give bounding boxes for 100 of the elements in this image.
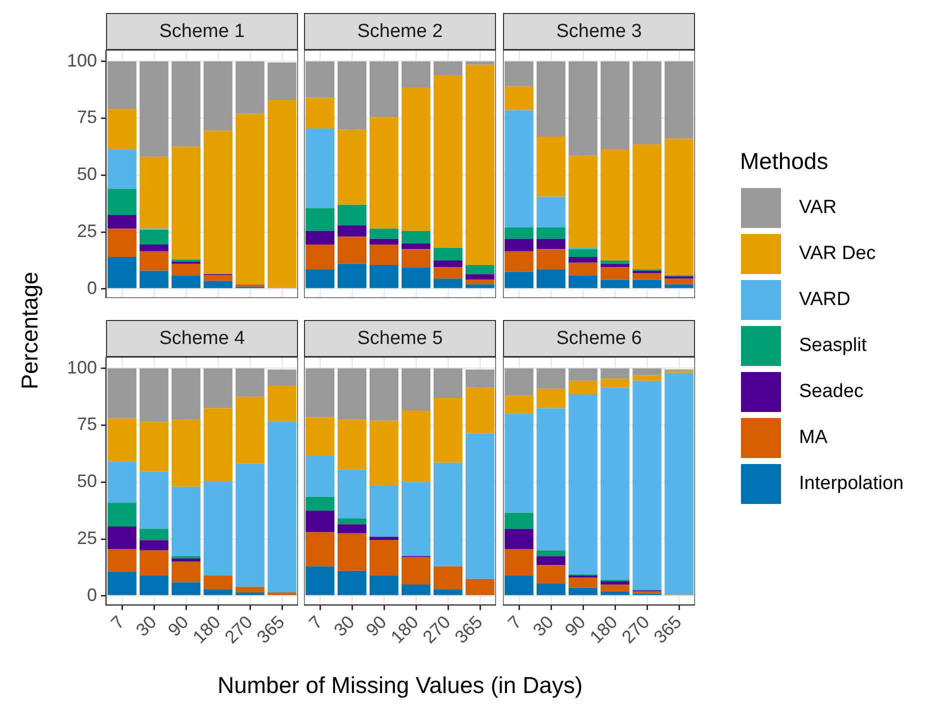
bar — [370, 575, 398, 596]
y-tick-label: 50 — [76, 471, 97, 492]
bar — [108, 549, 136, 572]
bar — [204, 280, 232, 288]
bar — [504, 272, 534, 288]
bar — [568, 275, 598, 288]
bar — [306, 230, 334, 245]
y-tick-label: 75 — [76, 107, 97, 128]
bar — [306, 510, 334, 532]
legend-title: Methods — [740, 148, 830, 175]
bar — [306, 456, 334, 497]
y-tick-label: 0 — [86, 278, 97, 298]
bar — [600, 388, 630, 580]
bar — [140, 540, 168, 550]
bar — [504, 549, 534, 576]
bar — [664, 372, 694, 595]
bar — [172, 368, 200, 420]
bar — [338, 204, 366, 226]
bar — [172, 558, 200, 562]
bar — [172, 420, 200, 487]
bar — [140, 550, 168, 576]
bar — [402, 584, 430, 596]
bar — [466, 578, 494, 596]
bar — [536, 408, 566, 550]
bar — [236, 396, 264, 464]
bar — [632, 375, 662, 381]
chart-title: Scheme 3 — [503, 13, 695, 50]
bar — [268, 592, 296, 596]
bar — [600, 584, 630, 592]
bar — [434, 398, 462, 463]
chart-title: Scheme 6 — [503, 320, 695, 357]
bar — [664, 278, 694, 284]
bar — [204, 275, 232, 281]
bar — [402, 243, 430, 250]
x-tick-label: 7 — [504, 612, 526, 634]
bar — [370, 244, 398, 266]
bar — [600, 378, 630, 388]
bar — [434, 368, 462, 398]
y-tick-label: 100 — [66, 357, 97, 378]
bar — [268, 385, 296, 422]
bar — [370, 61, 398, 118]
bar — [600, 280, 630, 288]
bar — [568, 380, 598, 395]
bar — [140, 422, 168, 472]
bar — [338, 570, 366, 596]
bar — [268, 422, 296, 592]
bar — [140, 230, 168, 245]
bar — [108, 526, 136, 550]
y-tick-label: 25 — [76, 528, 97, 548]
bar — [504, 414, 534, 513]
bar — [504, 368, 534, 396]
bar — [370, 486, 398, 537]
chart-title: Scheme 5 — [304, 320, 496, 357]
x-tick-label: 7 — [305, 612, 326, 634]
bar — [600, 581, 630, 585]
bar — [466, 265, 494, 274]
bar — [204, 589, 232, 596]
bar — [204, 481, 232, 576]
bar — [338, 470, 366, 519]
bar — [108, 109, 136, 149]
bar — [108, 188, 136, 215]
bar — [108, 228, 136, 258]
bar — [338, 225, 366, 237]
chart-title: Scheme 4 — [106, 320, 298, 357]
bar — [402, 410, 430, 482]
bar — [600, 260, 630, 264]
bar — [236, 586, 264, 592]
bar — [466, 388, 494, 434]
bar — [140, 472, 168, 529]
bar — [504, 86, 534, 110]
bar — [600, 267, 630, 280]
bar — [306, 98, 334, 128]
bar — [664, 61, 694, 139]
bar — [370, 228, 398, 239]
bar — [172, 486, 200, 556]
bar — [600, 264, 630, 268]
bar — [204, 408, 232, 481]
bar — [536, 388, 566, 408]
y-tick-label: 100 — [66, 50, 97, 70]
bar — [466, 64, 494, 266]
bar — [632, 61, 662, 144]
bar — [268, 370, 296, 386]
bar — [338, 533, 366, 571]
chart-title: Scheme 1 — [106, 13, 298, 50]
bar — [306, 368, 334, 418]
bar — [338, 61, 366, 130]
bar — [108, 148, 136, 189]
bar — [536, 136, 566, 197]
bar — [236, 114, 264, 284]
bar — [632, 272, 662, 280]
bar — [108, 418, 136, 462]
y-axis-title: Percentage — [16, 271, 44, 389]
bar — [140, 528, 168, 540]
bar — [306, 270, 334, 288]
bar — [466, 370, 494, 388]
y-tick-label: 0 — [86, 584, 97, 605]
bar — [568, 156, 598, 248]
bar — [236, 61, 264, 114]
bar — [434, 278, 462, 288]
x-tick-label: 30 — [132, 612, 160, 640]
